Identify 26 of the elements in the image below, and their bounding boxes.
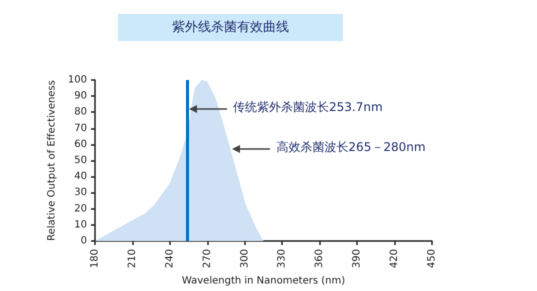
x-tick-label: 270 bbox=[202, 249, 213, 268]
y-tick-label: 20 bbox=[74, 203, 87, 214]
x-tick-label: 420 bbox=[389, 249, 400, 268]
y-tick-label: 100 bbox=[68, 74, 87, 86]
annotation: 高效杀菌波长265－280nm bbox=[276, 140, 426, 154]
x-tick-label: 210 bbox=[126, 249, 138, 268]
y-axis-title: Relative Output of Effectiveness bbox=[46, 80, 58, 241]
chart-title: 紫外线杀菌有效曲线 bbox=[172, 20, 289, 35]
y-tick-label: 0 bbox=[80, 236, 87, 247]
y-tick-label: 40 bbox=[74, 171, 87, 182]
x-tick-label: 360 bbox=[314, 249, 326, 268]
x-tick-label: 450 bbox=[426, 249, 438, 268]
y-tick-label: 80 bbox=[74, 106, 87, 118]
y-tick-label: 70 bbox=[74, 122, 87, 134]
y-tick-label: 90 bbox=[74, 90, 87, 102]
y-tick-label: 50 bbox=[74, 155, 87, 166]
y-tick-label: 30 bbox=[74, 187, 87, 198]
x-axis-title: Wavelength in Nanometers (nm) bbox=[182, 276, 346, 286]
x-tick-label: 240 bbox=[164, 249, 176, 268]
y-tick-label: 60 bbox=[74, 138, 87, 150]
annotation: 传统紫外杀菌波长253.7nm bbox=[232, 100, 383, 114]
y-tick-label: 10 bbox=[74, 219, 87, 230]
x-tick-label: 180 bbox=[90, 249, 100, 268]
x-tick-label: 390 bbox=[352, 249, 363, 268]
x-tick-label: 330 bbox=[276, 249, 288, 268]
x-tick-label: 300 bbox=[239, 249, 250, 268]
